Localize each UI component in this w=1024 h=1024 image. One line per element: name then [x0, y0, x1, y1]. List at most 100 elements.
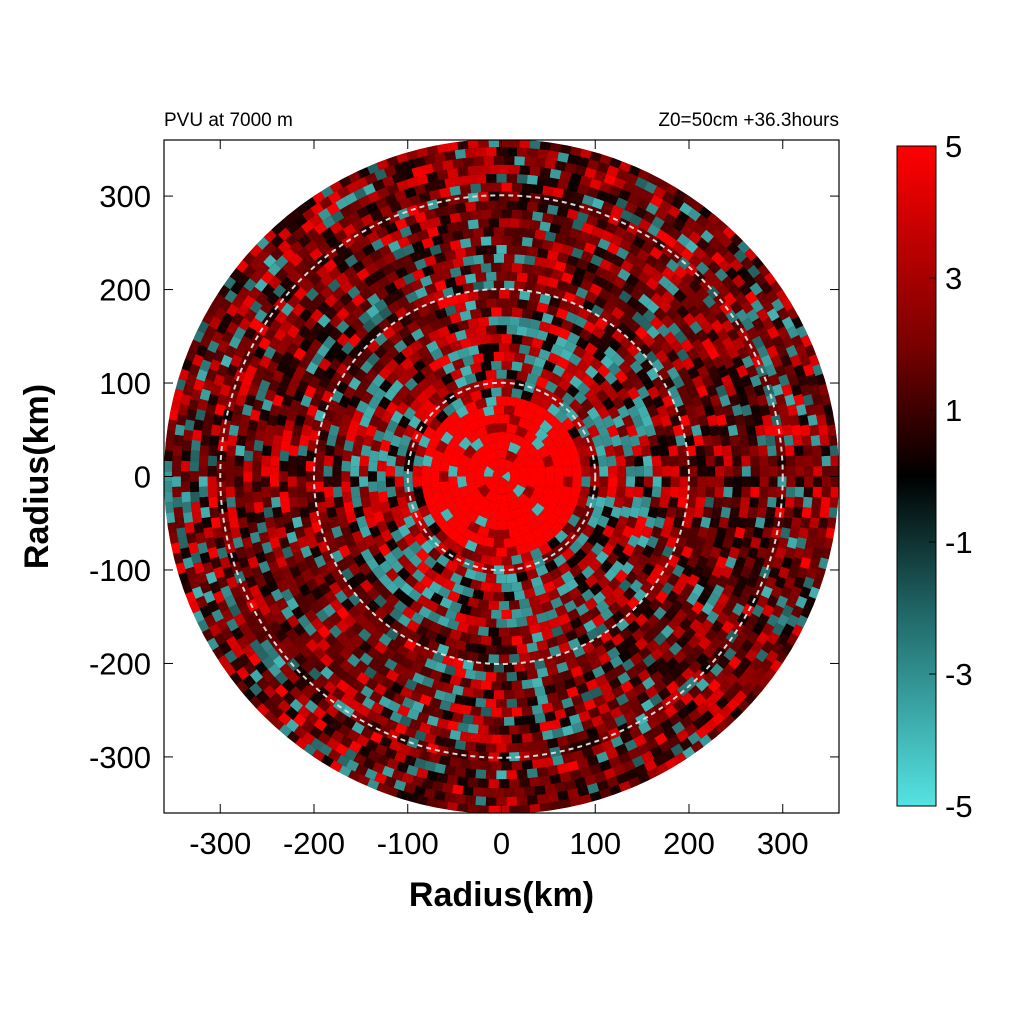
field-cell [472, 281, 484, 292]
field-cell [621, 561, 635, 575]
field-cell [750, 486, 760, 498]
field-cell [695, 261, 710, 275]
field-cell [558, 641, 572, 654]
field-cell [544, 711, 557, 722]
field-cell [449, 454, 461, 468]
field-cell [741, 584, 754, 598]
field-cell [313, 555, 327, 569]
field-cell [604, 371, 618, 385]
field-cell [692, 246, 707, 260]
field-cell [714, 455, 724, 467]
field-cell [667, 322, 682, 336]
field-cell [526, 174, 538, 185]
field-cell [375, 714, 389, 727]
field-cell [351, 445, 363, 457]
field-cell [367, 396, 381, 410]
field-cell [212, 349, 225, 363]
field-cell [485, 518, 497, 530]
field-cell [586, 754, 599, 767]
field-cell [686, 347, 700, 361]
field-cell [353, 385, 367, 400]
field-cell [323, 409, 336, 422]
field-cell [403, 515, 416, 529]
field-cell [565, 311, 579, 324]
field-cell [340, 246, 354, 260]
field-cell [216, 547, 228, 560]
field-cell [455, 405, 469, 419]
field-cell [598, 652, 612, 665]
field-cell [216, 481, 226, 493]
field-cell [539, 721, 551, 732]
field-cell [222, 373, 235, 387]
field-cell [516, 446, 530, 461]
field-cell [780, 414, 791, 426]
field-cell [649, 246, 663, 260]
field-cell [406, 764, 419, 777]
field-cell [516, 200, 528, 211]
field-cell [424, 255, 437, 267]
field-cell [408, 194, 422, 207]
field-cell [766, 308, 780, 322]
field-cell [676, 634, 690, 649]
field-cell [732, 476, 742, 487]
field-cell [367, 190, 381, 204]
field-cell [447, 590, 461, 603]
field-cell [169, 398, 181, 411]
field-cell [465, 201, 477, 212]
field-cell [353, 248, 367, 262]
field-cell [581, 351, 595, 365]
field-cell [336, 260, 350, 274]
field-cell [511, 209, 523, 219]
field-cell [348, 562, 362, 576]
field-cell [472, 715, 484, 726]
field-cell [395, 401, 409, 416]
field-cell [669, 414, 682, 427]
field-cell [577, 129, 589, 140]
colorbar-tick-label: -3 [945, 657, 973, 692]
field-cell [480, 388, 492, 399]
field-cell [465, 121, 476, 131]
field-cell [385, 221, 399, 235]
field-cell [329, 598, 344, 613]
field-cell [426, 171, 439, 183]
field-cell [536, 612, 549, 624]
field-cell [654, 516, 666, 529]
field-cell [590, 225, 604, 238]
field-cell [439, 459, 450, 472]
field-cell [270, 486, 280, 498]
field-cell [746, 326, 760, 340]
field-cell [569, 399, 583, 413]
field-cell [491, 761, 502, 771]
field-cell [304, 699, 319, 714]
field-cell [483, 129, 494, 138]
field-cell [345, 759, 360, 772]
field-cell [684, 506, 695, 519]
field-cell [633, 257, 647, 271]
field-cell [645, 662, 660, 677]
field-cell [552, 187, 564, 198]
field-cell [784, 496, 795, 508]
field-cell [684, 404, 697, 417]
field-cell [707, 211, 721, 226]
field-cell [475, 697, 487, 708]
field-cell [314, 481, 324, 493]
field-cell [458, 502, 472, 517]
field-cell [434, 252, 447, 264]
field-cell [213, 374, 225, 387]
field-cell [221, 330, 234, 344]
field-cell [696, 486, 707, 498]
field-cell [195, 595, 208, 609]
field-cell [653, 632, 668, 646]
field-cell [446, 801, 459, 812]
field-cell [701, 374, 714, 388]
field-cell [491, 734, 502, 744]
field-cell [331, 252, 346, 266]
field-cell [317, 698, 331, 712]
field-cell [516, 272, 528, 283]
field-cell [317, 314, 331, 328]
field-cell [540, 368, 554, 381]
field-cell [573, 702, 587, 715]
field-cell [464, 539, 478, 552]
field-cell [263, 345, 277, 360]
field-cell [599, 681, 613, 695]
